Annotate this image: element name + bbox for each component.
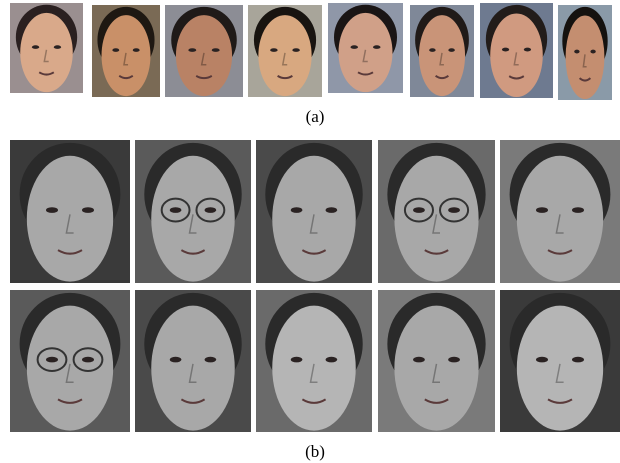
figure-canvas: (a) (b) — [0, 0, 620, 463]
face-images — [10, 3, 620, 432]
face-image — [10, 290, 130, 432]
eye — [590, 50, 595, 54]
eye — [536, 207, 548, 213]
eye — [524, 48, 531, 52]
eye — [32, 45, 39, 49]
eye — [82, 207, 94, 213]
face-image — [10, 3, 83, 93]
eye — [46, 207, 58, 213]
face-image — [378, 290, 495, 432]
eye — [212, 48, 220, 52]
eye — [292, 48, 299, 52]
figure: (a) (b) — [0, 0, 620, 463]
eye — [413, 207, 425, 213]
eye — [205, 357, 217, 363]
face-image — [256, 290, 372, 432]
face — [272, 306, 356, 431]
face-image — [378, 140, 495, 283]
face — [27, 156, 113, 282]
face-image — [500, 290, 620, 432]
eye — [351, 45, 359, 49]
face-image — [10, 140, 130, 283]
eye — [502, 48, 509, 52]
eye — [536, 357, 548, 363]
face-image — [500, 140, 620, 283]
eye — [572, 357, 584, 363]
eye — [82, 357, 94, 363]
eye — [326, 357, 338, 363]
eye — [448, 357, 460, 363]
face-image — [558, 5, 612, 100]
eye — [373, 45, 381, 49]
eye — [170, 357, 182, 363]
eye — [413, 357, 425, 363]
face-image — [480, 3, 553, 98]
face-image — [165, 5, 243, 97]
face-image — [135, 290, 251, 432]
panel-label: (a) — [306, 107, 325, 126]
face — [517, 156, 603, 282]
face — [517, 306, 603, 431]
face — [151, 306, 235, 431]
eye — [270, 48, 277, 52]
face-image — [256, 140, 372, 283]
eye — [188, 48, 196, 52]
eye — [326, 207, 338, 213]
face — [394, 156, 478, 282]
eye — [46, 357, 58, 363]
eye — [54, 45, 61, 49]
face — [272, 156, 356, 282]
eye — [429, 48, 435, 52]
face — [151, 156, 235, 282]
face-image — [92, 5, 160, 97]
face — [27, 306, 113, 431]
panel-label: (b) — [305, 442, 325, 461]
face-image — [135, 140, 251, 283]
face — [394, 306, 478, 431]
face-image — [410, 5, 474, 97]
eye — [133, 48, 140, 52]
eye — [112, 48, 119, 52]
eye — [448, 207, 460, 213]
eye — [291, 357, 303, 363]
eye — [205, 207, 217, 213]
eye — [448, 48, 454, 52]
eye — [572, 207, 584, 213]
eye — [574, 50, 579, 54]
face-image — [248, 5, 322, 97]
face-image — [328, 3, 403, 93]
eye — [291, 207, 303, 213]
eye — [170, 207, 182, 213]
